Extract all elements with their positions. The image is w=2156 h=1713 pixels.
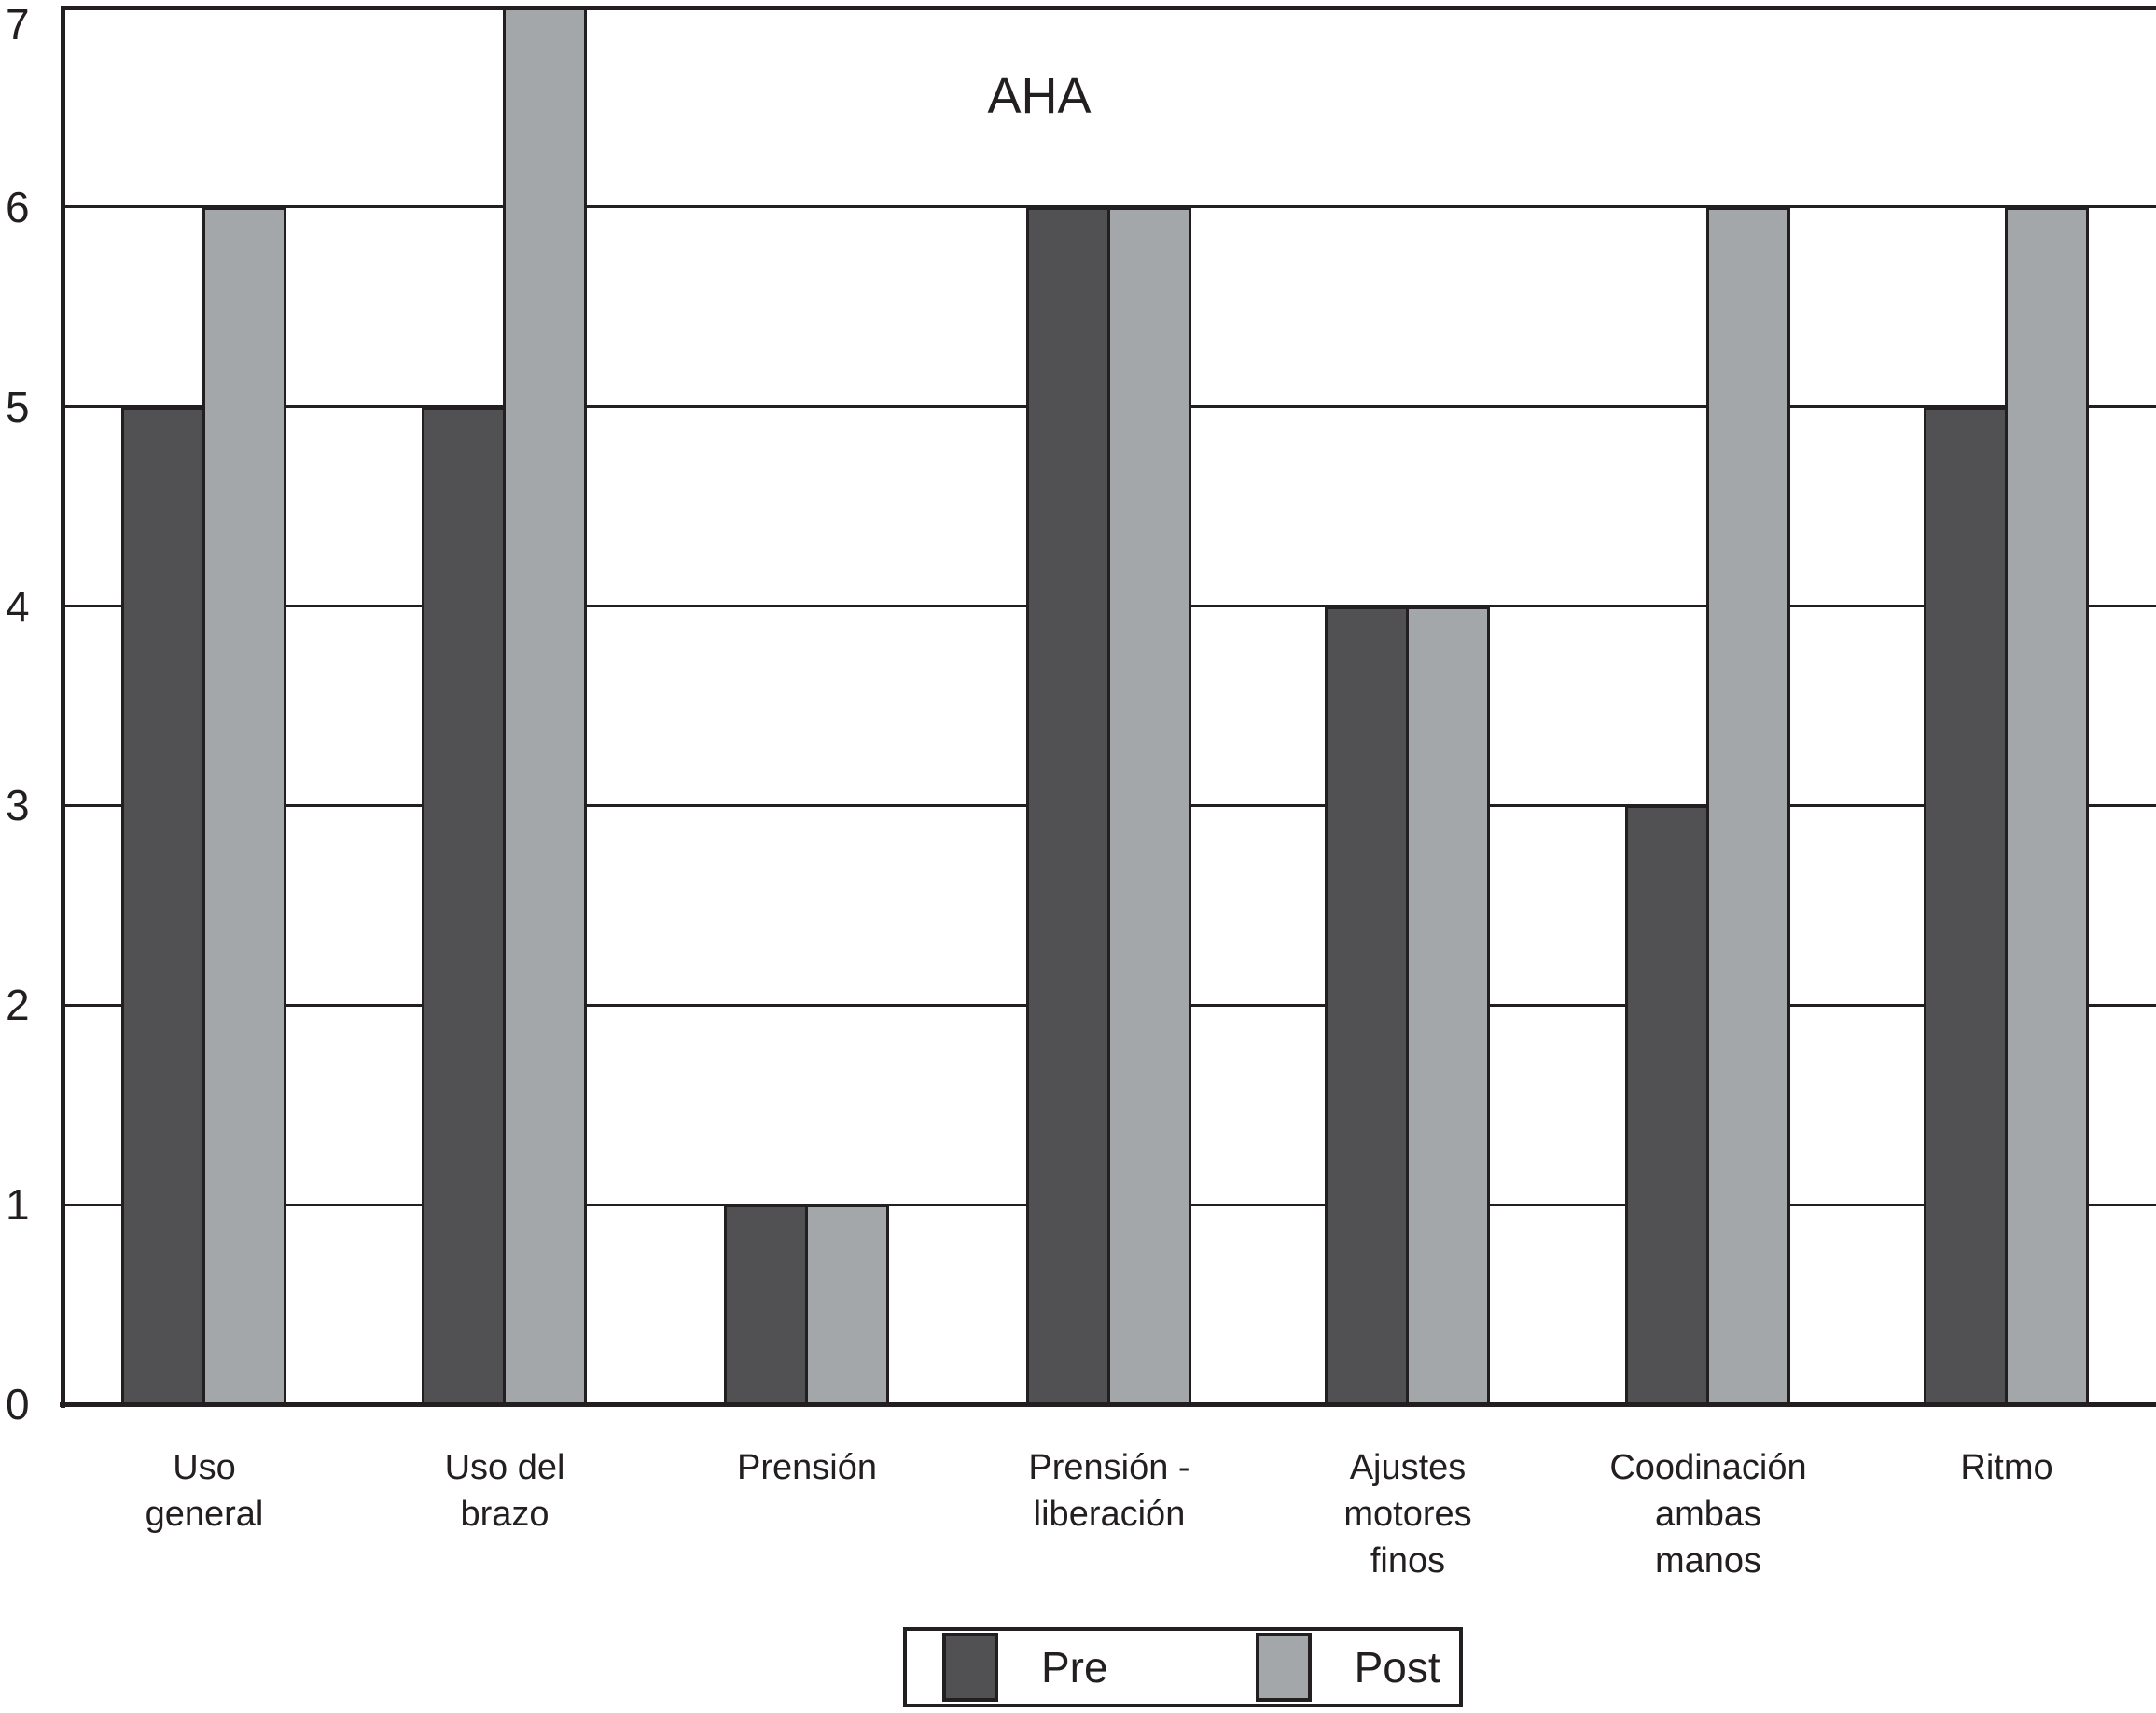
y-axis-tick-label: 2	[6, 981, 30, 1029]
x-axis-category-label: Prensión - liberación	[1028, 1448, 1190, 1534]
x-axis-line	[60, 1402, 2156, 1407]
pre-color-swatch	[942, 1633, 998, 1702]
bar-post-4	[1107, 207, 1191, 1406]
y-axis-tick-label: 7	[6, 0, 30, 49]
y-axis-line	[61, 6, 65, 1408]
y-axis-tick-label: 5	[6, 383, 30, 431]
bar-post-3	[805, 1205, 889, 1406]
legend-item-post: Post	[1255, 1633, 1440, 1702]
legend-box: Pre Post	[903, 1627, 1463, 1707]
legend-label-pre: Pre	[1041, 1643, 1108, 1692]
plot-top-border	[61, 6, 2156, 10]
bar-post-7	[2005, 207, 2089, 1406]
x-axis-category-label: Prensión	[737, 1448, 877, 1487]
bar-pre-6	[1625, 805, 1709, 1406]
y-axis-tick-label: 3	[6, 781, 30, 829]
y-axis-tick-label: 0	[6, 1380, 30, 1428]
y-axis-tick-label: 4	[6, 582, 30, 631]
bar-pre-2	[422, 407, 506, 1406]
bar-post-1	[202, 207, 286, 1406]
bar-pre-1	[121, 407, 205, 1406]
bar-pre-7	[1924, 407, 2008, 1406]
legend-item-pre: Pre	[942, 1633, 1108, 1702]
x-axis-category-label: Ajustes motores finos	[1343, 1448, 1472, 1581]
x-axis-category-label: Ritmo	[1960, 1448, 2053, 1487]
x-axis-category-label: Uso del brazo	[444, 1448, 565, 1534]
bar-pre-5	[1325, 606, 1409, 1406]
bar-post-5	[1406, 606, 1490, 1406]
bar-pre-3	[724, 1205, 808, 1406]
y-axis-tick-label: 1	[6, 1180, 30, 1229]
bar-post-6	[1706, 207, 1790, 1406]
chart-title: AHA	[987, 68, 1092, 124]
bar-pre-4	[1026, 207, 1110, 1406]
gridline-y6	[61, 205, 2156, 208]
bar-post-2	[503, 7, 587, 1406]
x-axis-category-label: Uso general	[145, 1448, 264, 1534]
y-axis-tick-label: 6	[6, 183, 30, 231]
post-color-swatch	[1255, 1633, 1312, 1702]
legend-label-post: Post	[1354, 1643, 1440, 1692]
x-axis-category-label: Coodinación ambas manos	[1609, 1448, 1807, 1581]
